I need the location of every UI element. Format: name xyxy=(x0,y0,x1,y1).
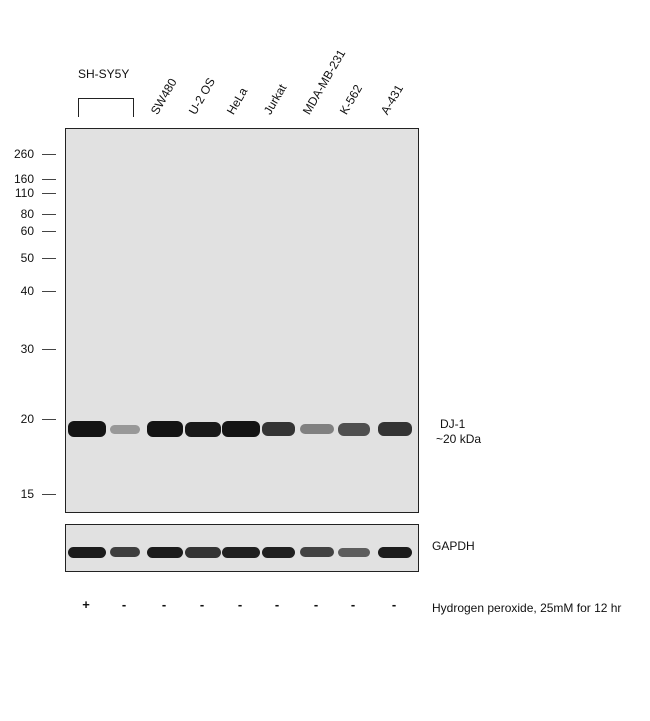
treatment-sign: - xyxy=(274,597,280,612)
treatment-caption: Hydrogen peroxide, 25mM for 12 hr xyxy=(432,601,622,615)
lane-label-u-2-os: U-2 OS xyxy=(185,75,219,117)
dj1-band-lane-3 xyxy=(147,421,183,437)
gapdh-band-lane-7 xyxy=(300,547,334,557)
main-blot-panel xyxy=(65,128,419,513)
marker-label: 260 xyxy=(13,147,34,161)
target-size: ~20 kDa xyxy=(436,432,482,446)
treatment-sign: + xyxy=(82,597,90,612)
dj1-band-lane-9 xyxy=(378,422,412,436)
marker-tick xyxy=(42,419,56,420)
marker-tick xyxy=(42,231,56,232)
dj1-band-lane-6 xyxy=(261,422,295,436)
marker-label: 50 xyxy=(20,251,34,265)
marker-tick xyxy=(42,291,56,292)
treatment-sign: - xyxy=(237,597,243,612)
gapdh-band-lane-2 xyxy=(110,547,140,557)
marker-label: 60 xyxy=(20,224,34,238)
marker-label: 20 xyxy=(20,412,34,426)
gapdh-band-lane-3 xyxy=(147,546,183,558)
gapdh-band-lane-1 xyxy=(68,546,106,558)
marker-tick xyxy=(42,193,56,194)
dj1-band-lane-7 xyxy=(300,424,334,434)
treatment-sign: - xyxy=(121,597,127,612)
treatment-sign: - xyxy=(350,597,356,612)
marker-tick xyxy=(42,154,56,155)
marker-tick xyxy=(42,349,56,350)
dj1-band-lane-5 xyxy=(222,421,260,437)
dj1-band-lane-4 xyxy=(185,421,221,437)
marker-label: 110 xyxy=(14,186,34,200)
marker-tick xyxy=(42,214,56,215)
group-label-sh-sy5y: SH-SY5Y xyxy=(78,67,130,81)
group-bracket xyxy=(78,98,134,117)
lane-label-a-431: A-431 xyxy=(377,82,407,117)
target-name: DJ-1 xyxy=(440,417,466,431)
gapdh-label: GAPDH xyxy=(432,539,475,553)
marker-tick xyxy=(42,494,56,495)
lane-label-sw480: SW480 xyxy=(147,75,180,117)
dj1-label: DJ-1 ~20 kDa xyxy=(436,417,481,447)
marker-tick xyxy=(42,179,56,180)
marker-label: 80 xyxy=(20,207,34,221)
gapdh-band-lane-5 xyxy=(222,546,260,558)
dj1-band-lane-8 xyxy=(338,422,370,436)
gapdh-band-lane-8 xyxy=(338,547,370,557)
lane-label-hela: HeLa xyxy=(223,85,251,117)
treatment-sign: - xyxy=(199,597,205,612)
lane-label-jurkat: Jurkat xyxy=(260,81,290,117)
marker-tick xyxy=(42,258,56,259)
treatment-sign: - xyxy=(391,597,397,612)
treatment-sign: - xyxy=(161,597,167,612)
dj1-band-lane-2 xyxy=(110,424,140,434)
gapdh-band-lane-4 xyxy=(185,546,221,558)
lane-label-k-562: K-562 xyxy=(336,82,366,117)
marker-label: 160 xyxy=(13,172,34,186)
marker-label: 30 xyxy=(20,342,34,356)
gapdh-band-lane-9 xyxy=(378,546,412,558)
marker-label: 15 xyxy=(20,487,34,501)
gapdh-blot-panel xyxy=(65,524,419,572)
gapdh-band-lane-6 xyxy=(261,546,295,558)
treatment-sign: - xyxy=(313,597,319,612)
dj1-band-lane-1 xyxy=(68,421,106,437)
marker-label: 40 xyxy=(20,284,34,298)
